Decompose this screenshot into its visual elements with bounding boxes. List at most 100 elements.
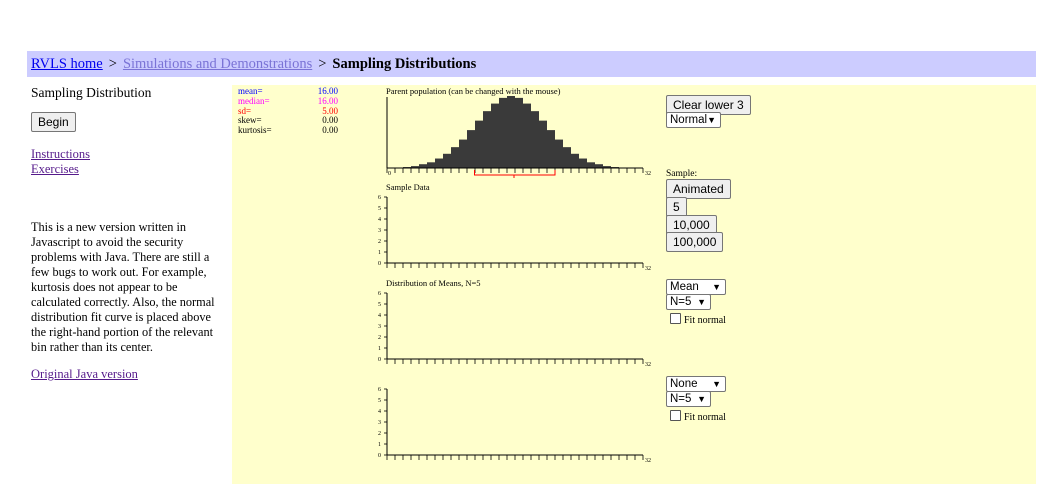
y-tick-label: 3 bbox=[378, 228, 381, 234]
parent-bar[interactable] bbox=[595, 164, 603, 168]
original-java-link[interactable]: Original Java version bbox=[31, 367, 138, 381]
begin-button[interactable]: Begin bbox=[31, 112, 76, 132]
chevron-down-icon: ▼ bbox=[697, 297, 706, 307]
sample-size-select[interactable]: N=5 ▼ bbox=[666, 294, 711, 310]
parent-bar[interactable] bbox=[539, 120, 547, 168]
parent-bar[interactable] bbox=[507, 96, 515, 168]
chevron-down-icon: ▼ bbox=[707, 115, 716, 125]
stat-value: 0.00 bbox=[322, 115, 338, 126]
parent-bar[interactable] bbox=[587, 162, 595, 168]
rvls-home-link[interactable]: RVLS home bbox=[31, 56, 103, 72]
y-tick-label: 2 bbox=[378, 431, 381, 437]
y-tick-label: 3 bbox=[378, 420, 381, 426]
parent-bar[interactable] bbox=[491, 103, 499, 168]
y-tick-label: 1 bbox=[378, 442, 381, 448]
stat-value: 5.00 bbox=[322, 105, 338, 116]
sd-bracket bbox=[474, 170, 556, 176]
parent-bar[interactable] bbox=[571, 153, 579, 168]
parent-bar[interactable] bbox=[531, 111, 539, 168]
parent-bar[interactable] bbox=[451, 147, 459, 168]
stat-sd: sd= 5.00 bbox=[238, 105, 338, 117]
parent-bar[interactable] bbox=[443, 153, 451, 168]
select-value: N=5 bbox=[670, 393, 692, 405]
y-tick-label: 6 bbox=[378, 195, 381, 201]
parent-bar[interactable] bbox=[547, 130, 555, 168]
parent-bar[interactable] bbox=[555, 139, 563, 168]
parent-bar[interactable] bbox=[411, 166, 419, 168]
stat-label: mean= bbox=[238, 86, 263, 96]
sample-label: Sample: bbox=[666, 169, 698, 179]
x-min-label: 0 bbox=[388, 171, 391, 177]
stat-label: skew= bbox=[238, 115, 262, 126]
stat-label: kurtosis= bbox=[238, 125, 272, 136]
y-tick-label: 2 bbox=[378, 239, 381, 245]
x-max-label: 32 bbox=[645, 458, 651, 464]
parent-bar[interactable] bbox=[475, 120, 483, 168]
parent-bar[interactable] bbox=[459, 139, 467, 168]
parent-bar[interactable] bbox=[563, 147, 571, 168]
y-tick-label: 1 bbox=[378, 250, 381, 256]
stat-value: 0.00 bbox=[322, 125, 338, 136]
fit-normal-checkbox-2[interactable]: Fit normal bbox=[670, 410, 726, 424]
clear-lower-button[interactable]: Clear lower 3 bbox=[666, 95, 751, 115]
select-value: Normal bbox=[670, 114, 708, 126]
y-tick-label: 5 bbox=[378, 206, 381, 212]
sample-100000-button[interactable]: 100,000 bbox=[666, 232, 724, 252]
parent-bar[interactable] bbox=[467, 130, 475, 168]
sidebar: Sampling Distribution Begin Instructions… bbox=[31, 85, 226, 381]
y-tick-label: 0 bbox=[378, 357, 381, 363]
fit-normal-label: Fit normal bbox=[684, 412, 726, 423]
parent-bar[interactable] bbox=[419, 164, 427, 168]
y-tick-label: 4 bbox=[378, 217, 381, 223]
version-note: This is a new version written in Javascr… bbox=[31, 220, 215, 354]
breadcrumb-separator: > bbox=[108, 56, 117, 72]
y-tick-label: 4 bbox=[378, 409, 381, 415]
simulation-panel: mean= 16.00 median= 16.00 sd= 5.00 skew= 0.0… bbox=[232, 85, 1036, 484]
simulations-link[interactable]: Simulations and Demonstrations bbox=[122, 56, 313, 72]
exercises-link[interactable]: Exercises bbox=[31, 162, 79, 176]
parent-bar[interactable] bbox=[483, 111, 491, 168]
parent-bar[interactable] bbox=[435, 158, 443, 168]
parent-bar[interactable] bbox=[515, 97, 523, 168]
checkbox-icon[interactable] bbox=[670, 313, 681, 324]
breadcrumb: RVLS home > Simulations and Demonstrations… bbox=[27, 51, 1036, 77]
y-tick-label: 0 bbox=[378, 261, 381, 267]
parent-bar[interactable] bbox=[523, 103, 531, 168]
parent-bar[interactable] bbox=[427, 162, 435, 168]
y-tick-label: 5 bbox=[378, 302, 381, 308]
parent-bar[interactable] bbox=[499, 97, 507, 168]
fit-normal-checkbox[interactable]: Fit normal bbox=[670, 313, 726, 327]
statistic-select-2[interactable]: None ▼ bbox=[666, 376, 726, 392]
parent-population-title: Parent population (can be changed with t… bbox=[386, 86, 561, 96]
stat-label: median= bbox=[238, 95, 270, 106]
chevron-down-icon: ▼ bbox=[712, 379, 721, 389]
sample-data-title: Sample Data bbox=[386, 182, 430, 192]
checkbox-icon[interactable] bbox=[670, 410, 681, 421]
stat-skew: skew= 0.00 bbox=[238, 116, 338, 126]
parent-population-chart[interactable]: 0 32 bbox=[382, 85, 662, 180]
animated-button[interactable]: Animated bbox=[666, 179, 731, 199]
select-value: N=5 bbox=[670, 296, 692, 308]
parent-bar[interactable] bbox=[579, 158, 587, 168]
y-tick-label: 2 bbox=[378, 335, 381, 341]
parent-bar[interactable] bbox=[603, 166, 611, 168]
instructions-link[interactable]: Instructions bbox=[31, 147, 91, 161]
chevron-down-icon: ▼ bbox=[712, 282, 721, 292]
statistic-select[interactable]: Mean ▼ bbox=[666, 279, 726, 295]
sidebar-title: Sampling Distribution bbox=[31, 85, 152, 100]
page-title: Sampling Distributions bbox=[332, 56, 477, 72]
sample-5-button[interactable]: 5 bbox=[666, 197, 687, 217]
parent-shape-select[interactable]: Normal ▼ bbox=[666, 112, 721, 128]
y-tick-label: 6 bbox=[378, 291, 381, 297]
sample-size-select-2[interactable]: N=5 ▼ bbox=[666, 391, 711, 407]
stat-median: median= 16.00 bbox=[238, 95, 338, 107]
sample-10000-button[interactable]: 10,000 bbox=[666, 215, 717, 235]
means-chart-title: Distribution of Means, N=5 bbox=[386, 278, 481, 288]
y-tick-label: 4 bbox=[378, 313, 381, 319]
stat-mean: mean= 16.00 bbox=[238, 86, 338, 97]
y-tick-label: 5 bbox=[378, 398, 381, 404]
stats-panel: mean= 16.00 median= 16.00 sd= 5.00 skew= 0.0… bbox=[238, 86, 338, 136]
